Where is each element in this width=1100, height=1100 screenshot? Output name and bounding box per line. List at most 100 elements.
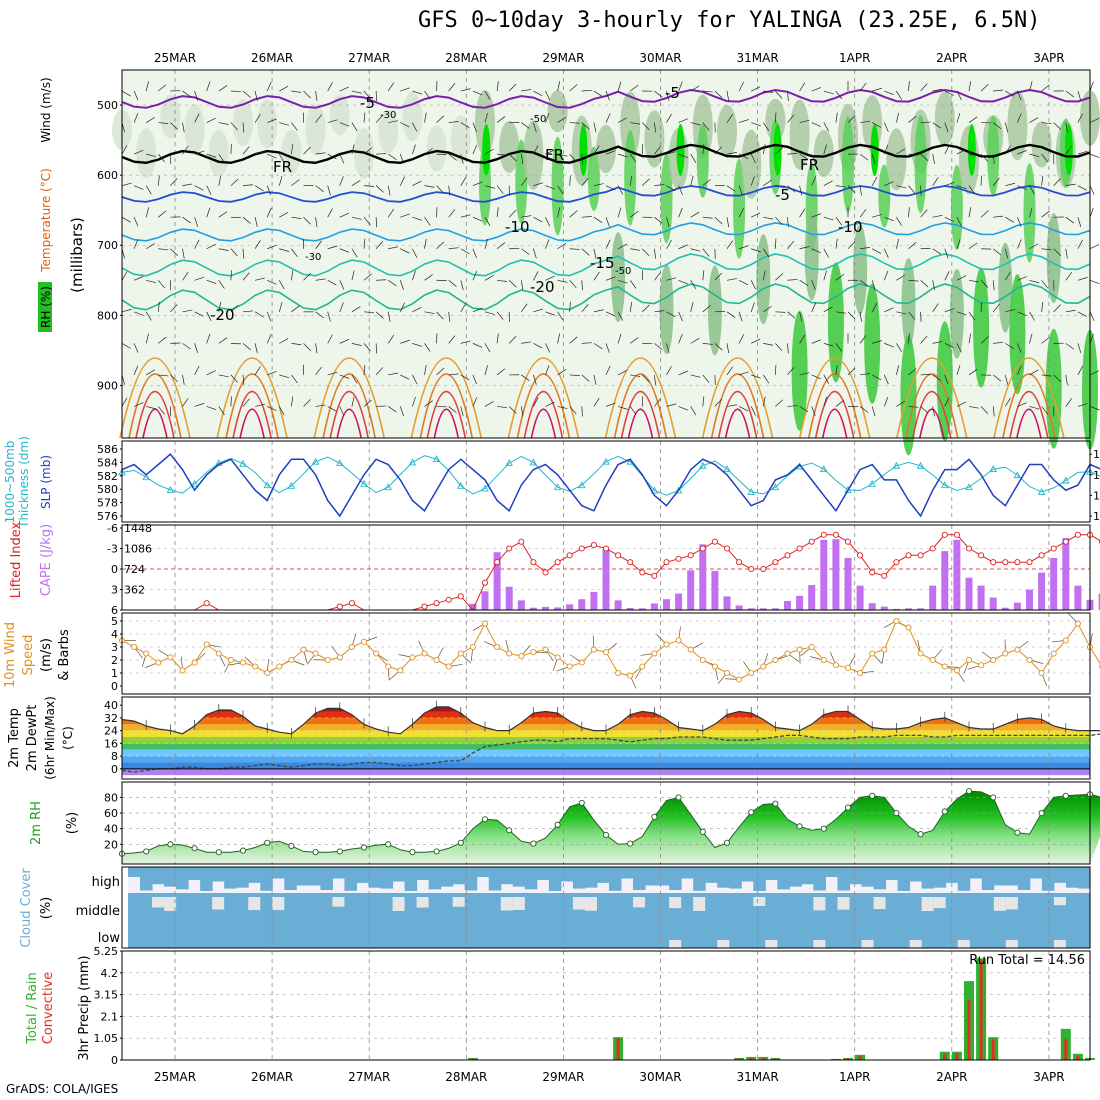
cloud-mid-low-bar <box>849 893 863 948</box>
cloud-low-gap <box>765 940 778 948</box>
wind-barb <box>363 112 366 123</box>
wind-barb <box>266 311 272 322</box>
cloud-high-bar <box>500 867 514 885</box>
wind-barb <box>206 370 216 376</box>
wind-barb <box>521 341 532 344</box>
wind-barb <box>1089 279 1100 285</box>
cape-bar <box>784 600 791 610</box>
cloud-low-label: low <box>98 931 121 946</box>
rh-shade <box>914 115 927 214</box>
rh-high-shade <box>773 124 782 176</box>
wind-barb <box>533 343 543 349</box>
wind-barb <box>593 343 603 350</box>
precip-convective-bar <box>858 1055 862 1060</box>
boundary-layer-temperature-contour <box>419 373 474 439</box>
wind-barb <box>968 311 976 321</box>
wind-barb <box>860 120 871 123</box>
cloud-high-bar <box>1017 867 1031 890</box>
rh2m-marker <box>385 841 392 848</box>
wind-barb <box>835 364 838 375</box>
wind10-marker <box>131 643 138 651</box>
wind-barb <box>1029 185 1035 195</box>
lifted-index-marker <box>433 600 440 607</box>
wind-barb <box>884 307 894 313</box>
wind-barb <box>763 90 774 94</box>
lifted-index-marker <box>784 552 791 559</box>
wind-barb <box>629 280 637 289</box>
cloud-high-bar <box>633 867 646 891</box>
thickness-marker <box>1013 471 1022 479</box>
wind-barb <box>412 90 423 95</box>
cloud-mid-low-bar <box>596 893 610 948</box>
wind-barb <box>533 122 537 133</box>
slp-tick-label: 1012 <box>1093 448 1100 461</box>
thickness-marker <box>916 461 925 469</box>
wind-barb <box>763 305 772 313</box>
wind-barb <box>835 273 845 281</box>
wind10-marker <box>1050 650 1057 657</box>
wind-barb <box>375 311 384 319</box>
wind-barb <box>992 248 1002 256</box>
thickness-tick-label: 586 <box>97 443 118 456</box>
wind-barb <box>629 211 639 218</box>
wind-barb <box>605 365 611 376</box>
cloud-high-bar <box>969 867 983 879</box>
wind-barb <box>242 122 245 133</box>
wind10-marker <box>324 656 331 664</box>
wind-barb <box>327 279 337 286</box>
precip-convective-bar <box>943 1053 947 1060</box>
wind-barb <box>291 343 302 346</box>
cloud-gap <box>512 897 526 911</box>
boundary-layer-temperature-contour <box>329 390 369 439</box>
wind-barb <box>206 117 216 123</box>
cape-tick-label: 724 <box>124 563 145 576</box>
wind-barb <box>980 336 989 344</box>
wind-barb <box>448 311 451 322</box>
wind-barb <box>1089 118 1100 123</box>
wind-barb <box>642 304 650 313</box>
wind10-marker <box>494 643 501 651</box>
wind-barb <box>920 209 928 218</box>
rh2m-marker <box>312 849 319 856</box>
cloud-mid-low-bar <box>801 893 814 948</box>
rh-shade <box>547 90 568 133</box>
cloud-high-bar <box>524 867 538 890</box>
wind-barb <box>375 91 377 102</box>
cloud-high-bar <box>440 867 454 887</box>
wind-barb <box>158 84 167 92</box>
rh-shade <box>233 99 253 147</box>
lifted-index-marker <box>796 545 803 552</box>
contour-label: -20 <box>210 306 235 324</box>
cloud-mid-low-bar <box>476 893 490 948</box>
lifted-index-marker <box>627 559 634 566</box>
wind-barb <box>835 238 838 249</box>
date-label-top: 3APR <box>1033 51 1064 65</box>
rh2m-marker <box>990 794 997 801</box>
temp-title-label: 2m Temp <box>7 708 22 768</box>
thickness-marker <box>360 479 368 487</box>
rh2m-axis-label: 2m RH <box>29 801 44 845</box>
wind-barb <box>750 406 756 416</box>
cape-bar <box>868 603 876 610</box>
boundary-layer-temperature-contour <box>620 390 661 439</box>
wind-barb <box>145 185 152 195</box>
wind-barb <box>629 153 637 163</box>
rh-shade <box>136 128 157 179</box>
wind-barb <box>1017 113 1022 123</box>
wind-barb <box>182 309 193 313</box>
precip-tick-label: 2.1 <box>101 1010 119 1023</box>
rh-shade <box>596 124 616 174</box>
rh-shade <box>741 129 762 199</box>
lifted-index-marker <box>820 531 827 538</box>
wind-barb <box>968 116 978 123</box>
wind10-marker <box>457 650 464 657</box>
precip-tick-label: 5.25 <box>94 945 119 958</box>
wind-barb <box>218 248 229 251</box>
wind-barb <box>714 398 722 407</box>
wind10-marker <box>203 641 210 648</box>
wind10-marker <box>917 650 924 657</box>
rh2m-marker <box>239 847 247 854</box>
wind-barb <box>666 151 677 155</box>
temp-band <box>122 768 1090 776</box>
wind-barb <box>157 175 160 186</box>
